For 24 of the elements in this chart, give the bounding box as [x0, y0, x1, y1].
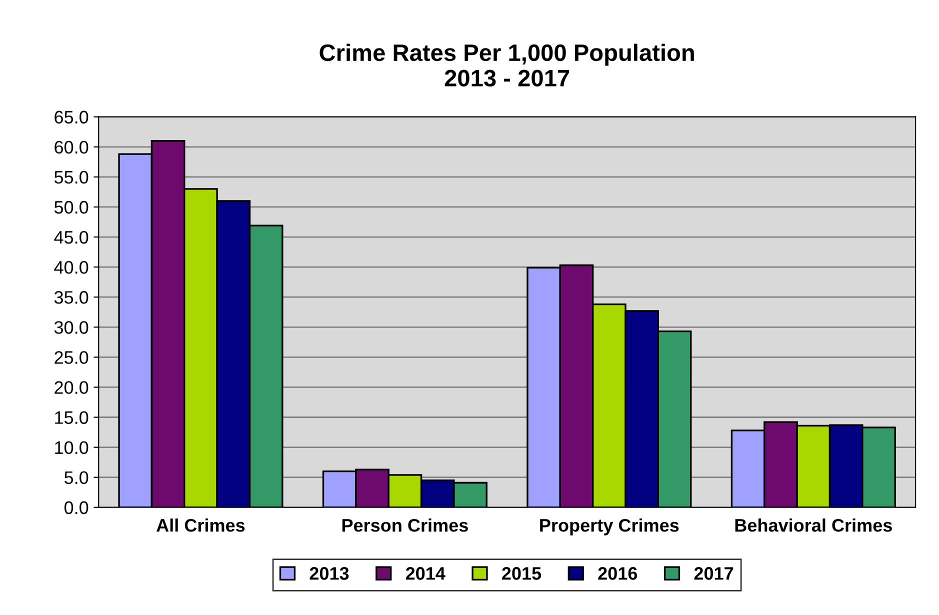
- x-tick-label: Person Crimes: [342, 518, 468, 532]
- y-tick-label: 0.0: [64, 501, 88, 514]
- x-tick-label: Property Crimes: [540, 518, 679, 536]
- x-tick-label: All Crimes: [156, 518, 245, 532]
- y-tick-label: 10.0: [55, 441, 88, 454]
- legend-label: 2014: [406, 567, 446, 580]
- y-tick-label: 15.0: [55, 411, 88, 424]
- y-tick-label: 40.0: [54, 260, 88, 274]
- legend-label: 2017: [694, 567, 734, 580]
- legend-label: 2013: [310, 567, 349, 580]
- y-tick-label: 20.0: [54, 381, 88, 394]
- y-tick-label: 60.0: [54, 140, 88, 154]
- y-tick-label: 65.0: [54, 110, 88, 124]
- y-tick-label: 55.0: [54, 170, 88, 184]
- y-tick-label: 5.0: [64, 471, 88, 484]
- legend-label: 2016: [598, 567, 638, 580]
- y-tick-label: 50.0: [54, 200, 88, 214]
- chart-title: Crime Rates Per 1,000 Population 2013 - 2017: [320, 44, 694, 87]
- y-tick-label: 25.0: [54, 351, 88, 364]
- legend-label: 2015: [502, 567, 542, 580]
- y-tick-label: 45.0: [54, 230, 88, 244]
- x-tick-label: Behavioral Crimes: [735, 518, 892, 532]
- y-tick-label: 35.0: [54, 291, 88, 304]
- y-tick-label: 30.0: [54, 321, 88, 334]
